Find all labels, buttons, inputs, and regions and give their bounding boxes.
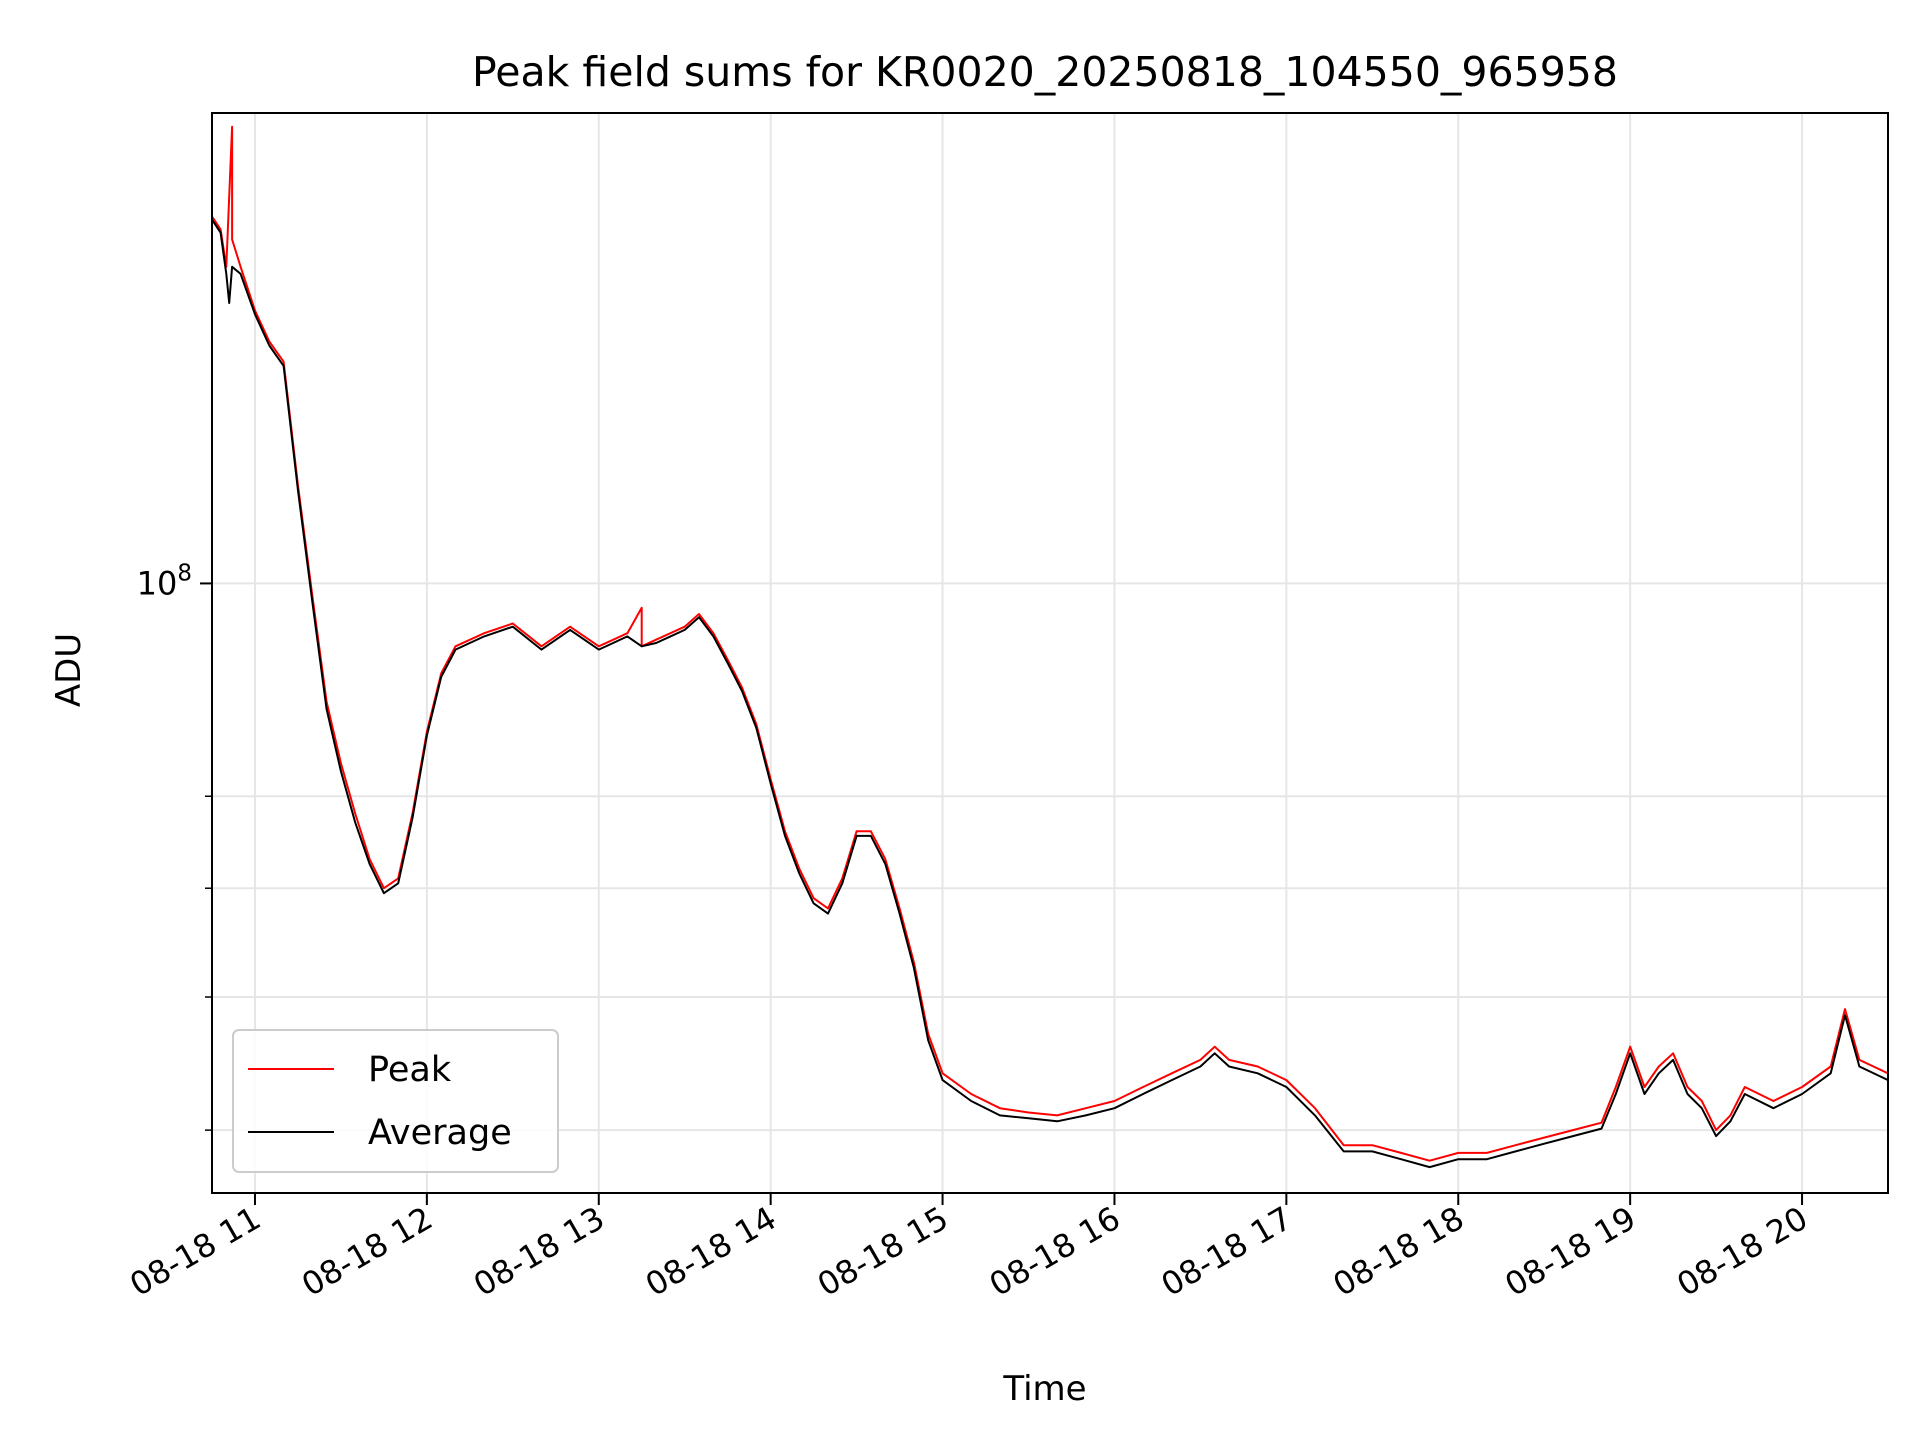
y-tick-label: 108 [137, 560, 192, 602]
legend-label-peak: Peak [368, 1050, 452, 1090]
y-tick-label-base: 10 [137, 564, 178, 602]
series-layer [212, 125, 1888, 1169]
y-axis-ticks: 108 [137, 560, 212, 1131]
y-tick-label-exponent: 8 [177, 560, 192, 586]
legend: Peak Average [232, 1029, 559, 1173]
series-line-average [212, 219, 1888, 1169]
y-axis-label: ADU [49, 633, 89, 707]
legend-box [232, 1029, 559, 1173]
chart-title: Peak field sums for KR0020_20250818_1045… [472, 48, 1618, 96]
grid [212, 113, 1888, 1193]
series-line-peak [212, 125, 1888, 1162]
legend-label-average: Average [368, 1113, 512, 1153]
axes-frame [211, 112, 1889, 1194]
x-axis-label: Time [1002, 1369, 1086, 1409]
